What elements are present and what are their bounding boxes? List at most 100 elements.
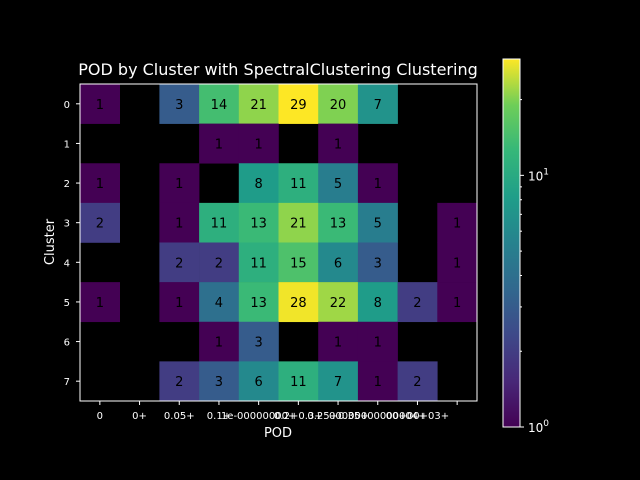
cell-value-label: 13 bbox=[250, 217, 267, 232]
cell-value-label: 21 bbox=[250, 98, 267, 113]
heatmap-cell bbox=[318, 242, 359, 283]
cell-value-label: 13 bbox=[330, 217, 347, 232]
cell-value-label: 1 bbox=[374, 336, 382, 351]
heatmap-cell bbox=[318, 84, 359, 124]
cell-value-label: 1 bbox=[453, 217, 461, 232]
cell-value-label: 1 bbox=[175, 296, 183, 311]
y-ticks: 0 1 2 3 4 5 6 7 bbox=[64, 100, 80, 388]
cell-value-label: 1 bbox=[175, 177, 183, 192]
heatmap-cell bbox=[397, 282, 438, 323]
heatmap-cell bbox=[238, 163, 279, 204]
heatmap-cell bbox=[159, 202, 200, 243]
heatmap-cell bbox=[357, 361, 398, 402]
cell-value-label: 8 bbox=[374, 296, 382, 311]
x-ticks: 0 0+ 0.05+ 0.1+1e-00000000+0.2+0.3+0.25+0.3… bbox=[97, 401, 458, 422]
heatmap-cell bbox=[238, 282, 279, 323]
heatmap-cell bbox=[199, 361, 240, 402]
x-tick-label: 0+ bbox=[132, 411, 147, 422]
cell-value-label: 7 bbox=[334, 375, 342, 390]
cell-value-label: 1 bbox=[215, 137, 223, 152]
heatmap-cell bbox=[278, 361, 319, 402]
heatmap-cell bbox=[318, 282, 359, 323]
heatmap-cell bbox=[357, 282, 398, 323]
cell-value-label: 22 bbox=[330, 296, 347, 311]
plot-frame bbox=[79, 83, 478, 402]
cell-value-label: 11 bbox=[290, 177, 307, 192]
heatmap-cell bbox=[397, 361, 438, 402]
cell-value-label: 6 bbox=[255, 375, 263, 390]
cell-value-label: 1 bbox=[175, 217, 183, 232]
heatmap-cell bbox=[199, 202, 240, 243]
x-tick-label: 0.05+ bbox=[164, 411, 195, 422]
y-tick-label: 6 bbox=[64, 338, 70, 349]
heatmap-cell bbox=[357, 242, 398, 283]
cell-value-label: 1 bbox=[96, 98, 104, 113]
cell-value-label: 1 bbox=[374, 177, 382, 192]
colorbar-tick-label: 101 bbox=[528, 167, 549, 183]
heatmap-cell bbox=[318, 123, 359, 164]
cell-value-label: 6 bbox=[334, 256, 342, 271]
cell-value-label: 11 bbox=[290, 375, 307, 390]
heatmap-cell bbox=[238, 242, 279, 283]
x-tick-label: 0 bbox=[97, 411, 103, 422]
y-tick-label: 3 bbox=[64, 219, 70, 230]
cell-value-label: 1 bbox=[453, 296, 461, 311]
cell-value-label: 11 bbox=[211, 217, 228, 232]
y-tick-label: 0 bbox=[64, 100, 70, 111]
x-tick-label: 00000000000004+ bbox=[329, 411, 426, 422]
heatmap-cell bbox=[199, 321, 240, 362]
heatmap-cell bbox=[159, 84, 200, 124]
heatmap-cell bbox=[159, 282, 200, 323]
cell-value-label: 21 bbox=[290, 217, 307, 232]
heatmap-cell bbox=[80, 282, 120, 323]
heatmap-cell bbox=[318, 321, 359, 362]
cell-value-label: 1 bbox=[453, 256, 461, 271]
cell-value-label: 1 bbox=[374, 375, 382, 390]
chart-title: POD by Cluster with SpectralClustering C… bbox=[78, 60, 477, 79]
cell-value-label: 20 bbox=[330, 98, 347, 113]
heatmap-cell bbox=[80, 163, 120, 204]
y-axis-label: Cluster bbox=[43, 218, 58, 265]
heatmap-cell bbox=[199, 282, 240, 323]
heatmap-cell bbox=[238, 84, 279, 124]
cell-value-label: 8 bbox=[255, 177, 263, 192]
heatmap-cell bbox=[199, 242, 240, 283]
heatmap-cell bbox=[159, 242, 200, 283]
heatmap-cell bbox=[80, 202, 120, 243]
heatmap-cell bbox=[357, 321, 398, 362]
cell-value-label: 11 bbox=[250, 256, 267, 271]
heatmap-cell bbox=[199, 84, 240, 124]
cell-value-label: 5 bbox=[334, 177, 342, 192]
heatmap-cell bbox=[238, 202, 279, 243]
x-tick-label: 0.25+0.35+ bbox=[307, 411, 368, 422]
heatmap-cell bbox=[238, 123, 279, 164]
heatmap-cell bbox=[318, 163, 359, 204]
heatmap-cell bbox=[437, 242, 478, 283]
heatmap-cell bbox=[357, 202, 398, 243]
x-tick-label: 00+00+03+ bbox=[386, 411, 449, 422]
y-tick-label: 2 bbox=[64, 179, 70, 190]
cell-value-label: 1 bbox=[334, 336, 342, 351]
cell-value-label: 15 bbox=[290, 256, 307, 271]
heatmap-cells: 1 3 14 21 29 20 71 1 11 1 8 11 5 12 1 11 13 21 13 5 12 2 11 15 6… bbox=[80, 84, 478, 402]
heatmap-cell bbox=[437, 202, 478, 243]
heatmap-cell bbox=[278, 282, 319, 323]
cell-value-label: 13 bbox=[250, 296, 267, 311]
heatmap-cell bbox=[357, 163, 398, 204]
cell-value-label: 3 bbox=[255, 336, 263, 351]
cell-value-label: 2 bbox=[413, 296, 421, 311]
heatmap-cell bbox=[159, 163, 200, 204]
heatmap-cell bbox=[80, 84, 120, 124]
cell-value-label: 2 bbox=[175, 375, 183, 390]
cell-value-label: 3 bbox=[215, 375, 223, 390]
cell-value-label: 2 bbox=[413, 375, 421, 390]
cell-value-label: 2 bbox=[215, 256, 223, 271]
colorbar: 100 101 bbox=[502, 58, 549, 435]
cell-value-label: 3 bbox=[374, 256, 382, 271]
x-axis-label: POD bbox=[264, 426, 292, 441]
x-tick-label: 0.1+ bbox=[207, 411, 231, 422]
cell-value-label: 1 bbox=[334, 137, 342, 152]
cell-value-label: 29 bbox=[290, 98, 307, 113]
cell-value-label: 7 bbox=[374, 98, 382, 113]
